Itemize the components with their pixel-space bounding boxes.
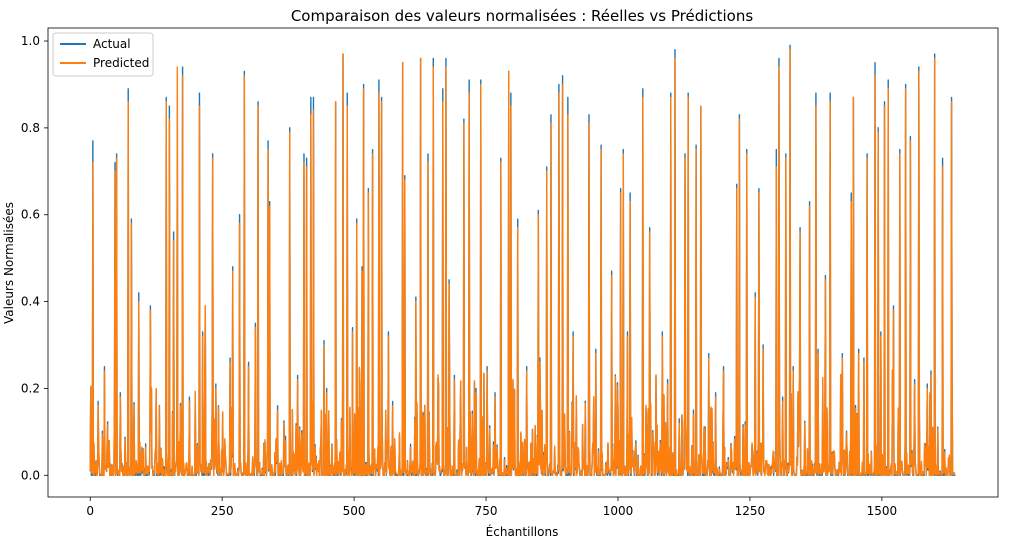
- legend: Actual Predicted: [52, 32, 154, 77]
- series-predicted-line: [89, 49, 956, 476]
- x-tick-label: 500: [343, 504, 366, 518]
- y-tick-label: 1.0: [21, 34, 40, 48]
- plot-area-frame: [47, 27, 999, 498]
- x-tick-label: 1250: [735, 504, 766, 518]
- x-tick-label: 250: [211, 504, 234, 518]
- y-tick-label: 0.4: [21, 295, 40, 309]
- predicted-series-path: [89, 49, 956, 476]
- x-tick-label: 0: [86, 504, 94, 518]
- y-tick-label: 0.8: [21, 121, 40, 135]
- y-tick-label: 0.6: [21, 208, 40, 222]
- chart-title: Comparaison des valeurs normalisées : Ré…: [291, 7, 754, 25]
- x-tick-label: 750: [475, 504, 498, 518]
- x-axis-label: Échantillons: [486, 524, 559, 539]
- y-tick-label: 0.2: [21, 381, 40, 395]
- y-axis-ticks: 0.0 0.2 0.4 0.6 0.8 1.0: [21, 34, 48, 482]
- y-tick-label: 0.0: [21, 468, 40, 482]
- x-tick-label: 1500: [867, 504, 898, 518]
- x-axis-ticks: 0 250 500 750 1000 1250 1500: [86, 497, 897, 518]
- legend-label-actual: Actual: [93, 37, 131, 51]
- legend-label-predicted: Predicted: [93, 56, 149, 70]
- y-axis-label: Valeurs Normalisées: [2, 202, 16, 324]
- x-tick-label: 1000: [603, 504, 634, 518]
